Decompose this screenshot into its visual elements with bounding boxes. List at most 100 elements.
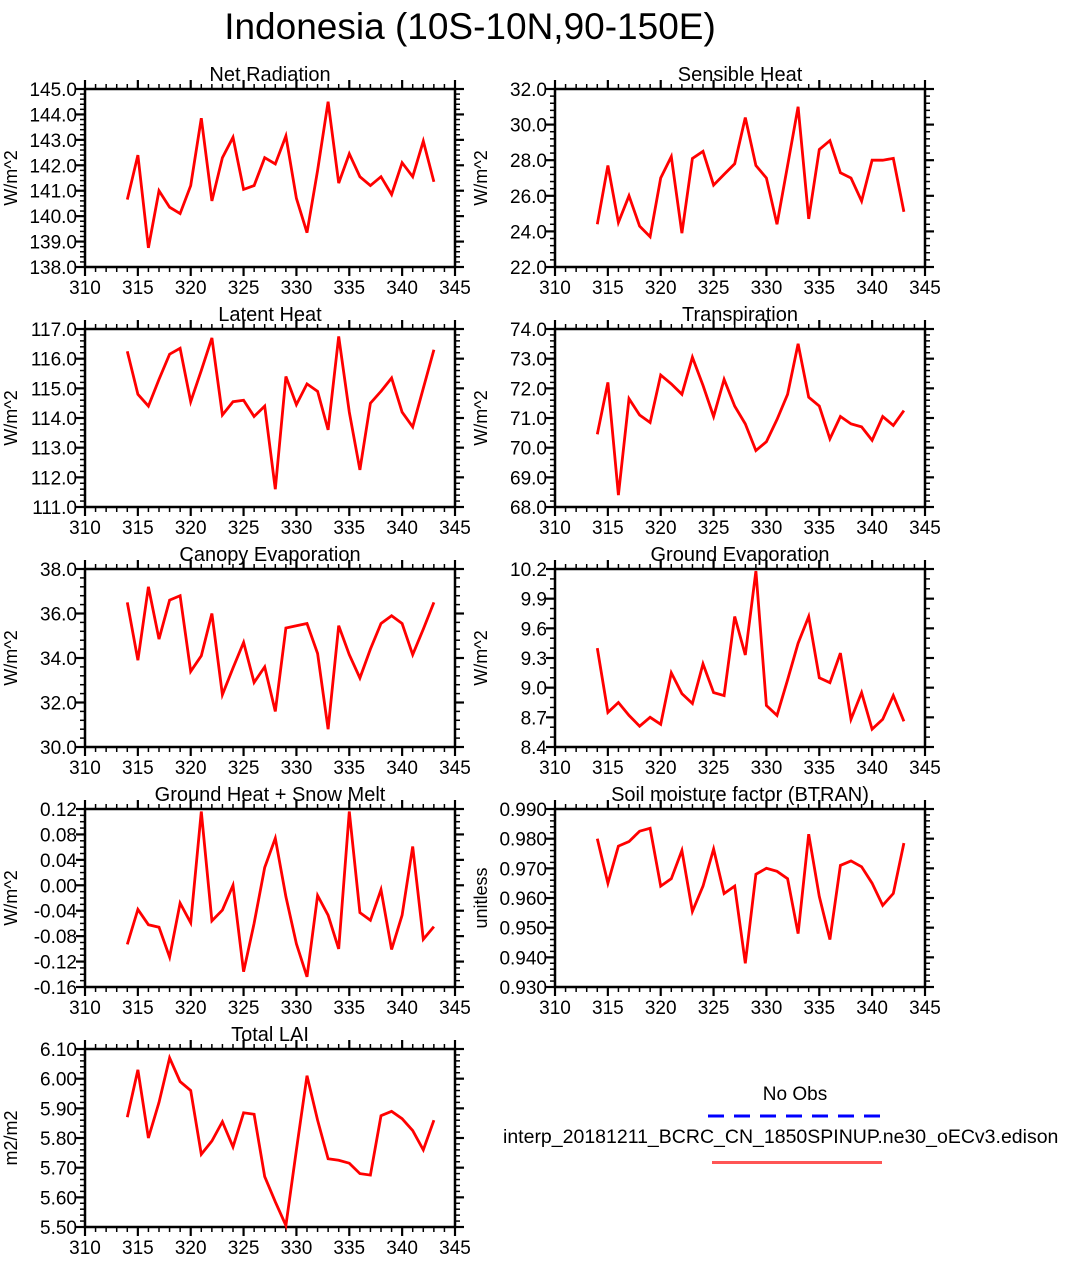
y-tick-label: 0.940: [499, 948, 547, 969]
tick-marks: [147, 1040, 192, 1236]
plot-frame: [83, 327, 457, 509]
x-tick-label: 315: [122, 278, 154, 299]
tick-marks: [829, 320, 874, 516]
x-tick-label: 310: [539, 998, 571, 1019]
y-tick-label: 9.0: [521, 679, 547, 700]
tick-marks: [76, 189, 464, 212]
chart-panel-ground-heat-snow-melt: 310 315 320 325 330 335 340 345 -0.16 -0.12 -0.08 -…: [0, 770, 471, 1019]
series-line: [125, 336, 436, 490]
x-tick-label: 310: [69, 278, 101, 299]
y-axis-label: W/m^2: [1, 390, 21, 445]
x-tick-label: 315: [122, 518, 154, 539]
y-axis-label: W/m^2: [1, 630, 21, 685]
y-tick-label: 5.50: [40, 1218, 77, 1239]
tick-marks: [546, 656, 934, 679]
x-tick-label: 330: [281, 758, 313, 779]
y-tick-label: 111.0: [32, 498, 77, 519]
x-tick-label: 330: [281, 518, 313, 539]
tick-marks: [546, 476, 934, 502]
x-tick-label: 335: [803, 278, 835, 299]
tick-marks: [76, 240, 464, 263]
tick-marks: [546, 87, 934, 119]
y-tick-label: 144.0: [29, 105, 77, 126]
chart-panel-latent-heat: 310 315 320 325 330 335 340 345 111.0 112.0 113.0 1…: [0, 290, 471, 539]
chart-title: Ground Heat + Snow Melt: [155, 784, 386, 806]
tick-marks: [546, 627, 934, 649]
y-tick-label: 28.0: [510, 151, 547, 172]
legend: No Obs interp_20181211_BCRC_CN_1850SPINU…: [470, 1010, 1079, 1262]
tick-marks: [564, 800, 609, 996]
tick-marks: [776, 800, 821, 996]
chart-svg: 310 315 320 325 330 335 340 345 138.0 139.0 140.0 1…: [1, 64, 471, 299]
legend-no-obs-label: No Obs: [762, 1084, 828, 1105]
plot-frame: [83, 87, 457, 269]
y-tick-label: -0.08: [34, 927, 77, 948]
tick-marks: [723, 320, 768, 516]
tick-marks: [881, 560, 927, 756]
chart-panel-sensible-heat: 310 315 320 325 330 335 340 345 22.0 24.0 26.0 28.0…: [470, 50, 941, 299]
y-tick-label: 115.0: [31, 379, 77, 400]
series-line: [595, 826, 906, 964]
y-tick-label: 9.6: [521, 619, 547, 640]
x-tick-label: 335: [333, 278, 365, 299]
tick-marks: [411, 1040, 457, 1236]
tick-marks: [617, 800, 662, 996]
tick-marks: [76, 138, 464, 161]
y-tick-label: 8.7: [521, 708, 547, 729]
tick-marks: [546, 837, 934, 864]
chart-svg: 310 315 320 325 330 335 340 345 0.930 0.940 0.950 0…: [471, 784, 941, 1019]
x-tick-label: 335: [803, 518, 835, 539]
plot-frame: [83, 807, 457, 989]
y-tick-label: 34.0: [40, 649, 77, 670]
tick-marks: [76, 807, 464, 829]
x-tick-label: 345: [439, 998, 471, 1019]
tick-marks: [76, 960, 464, 982]
x-tick-label: 315: [122, 998, 154, 1019]
tick-marks: [776, 560, 821, 756]
y-tick-label: 0.950: [499, 919, 547, 940]
y-tick-label: 32.0: [40, 694, 77, 715]
y-tick-label: 0.990: [499, 800, 547, 821]
tick-marks: [76, 327, 464, 354]
x-tick-label: 320: [175, 998, 207, 1019]
x-tick-label: 340: [856, 518, 888, 539]
tick-marks: [200, 800, 245, 996]
y-tick-label: 145.0: [29, 80, 77, 101]
y-axis-label: W/m^2: [471, 390, 491, 445]
tick-marks: [76, 567, 464, 606]
y-tick-label: 32.0: [510, 80, 547, 101]
tick-marks: [564, 560, 609, 756]
tick-marks: [76, 1047, 464, 1074]
chart-svg: 310 315 320 325 330 335 340 345 111.0 112.0 113.0 1…: [1, 304, 471, 539]
x-tick-label: 325: [228, 758, 260, 779]
plot-frame: [553, 87, 927, 269]
tick-marks: [76, 1196, 464, 1222]
x-tick-label: 310: [69, 1238, 101, 1259]
y-axis-label: W/m^2: [1, 150, 21, 205]
series-line: [595, 343, 906, 496]
y-tick-label: 24.0: [510, 222, 547, 243]
y-tick-label: 117.0: [31, 320, 77, 341]
series-line: [595, 570, 906, 732]
tick-marks: [306, 1040, 351, 1236]
x-tick-label: 335: [803, 998, 835, 1019]
chart-title: Sensible Heat: [678, 64, 803, 86]
chart-panel-ground-evaporation: 310 315 320 325 330 335 340 345 8.4 8.7 9.0 9.3 9.6 9…: [470, 530, 941, 779]
tick-marks: [76, 476, 464, 502]
x-tick-label: 340: [856, 998, 888, 1019]
y-tick-label: 114.0: [31, 409, 77, 430]
x-tick-label: 340: [386, 278, 418, 299]
chart-svg: 310 315 320 325 330 335 340 345 8.4 8.7 9.0 9.3 9.6 9…: [471, 544, 941, 779]
x-tick-label: 345: [439, 758, 471, 779]
x-tick-label: 335: [803, 758, 835, 779]
plot-frame: [553, 567, 927, 749]
tick-marks: [76, 113, 464, 136]
tick-marks: [76, 1166, 464, 1193]
tick-marks: [546, 194, 934, 226]
tick-marks: [76, 1136, 464, 1163]
x-tick-label: 320: [175, 1238, 207, 1259]
chart-panel-canopy-evaporation: 310 315 320 325 330 335 340 345 30.0 32.0 34.0 36.0…: [0, 530, 471, 779]
x-tick-label: 325: [698, 278, 730, 299]
tick-marks: [670, 560, 715, 756]
y-tick-label: 0.980: [499, 830, 547, 851]
